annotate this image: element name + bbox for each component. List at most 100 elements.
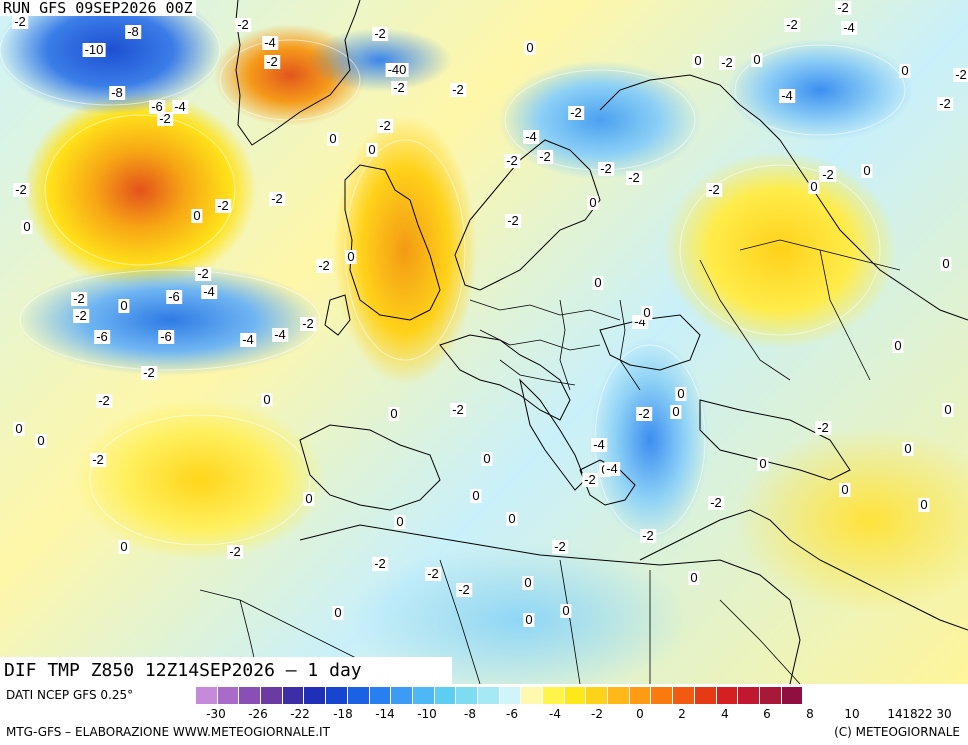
legend-tick: 6 [763, 707, 771, 721]
map-value-label: -2 [636, 406, 652, 421]
legend-tick: 2 [678, 707, 686, 721]
map-value-label: -2 [450, 402, 466, 417]
legend-tick: -2 [591, 707, 603, 721]
map-value-label: 0 [388, 406, 400, 421]
map-value-label: -2 [820, 167, 836, 182]
legend-tick: -22 [290, 707, 310, 721]
legend-swatch [326, 687, 348, 704]
map-value-label: 0 [523, 612, 535, 627]
map-value-label: -4 [604, 461, 620, 476]
map-value-label: -6 [94, 329, 110, 344]
legend-swatch [217, 687, 240, 704]
map-value-label: -2 [456, 582, 472, 597]
map-value-label: -2 [195, 266, 211, 281]
map-value-label: -2 [425, 566, 441, 581]
map-value-label: -2 [537, 149, 553, 164]
legend-tick: 4 [721, 707, 729, 721]
map-value-label: 0 [942, 402, 954, 417]
map-value-label: 0 [522, 575, 534, 590]
map-value-label: 0 [261, 392, 273, 407]
map-value-label: -2 [391, 80, 407, 95]
map-value-label: 0 [327, 131, 339, 146]
map-value-label: -2 [372, 26, 388, 41]
legend-swatch [716, 687, 739, 704]
map-value-label: -4 [591, 437, 607, 452]
legend-swatch [673, 687, 695, 704]
map-value-label: 0 [35, 433, 47, 448]
map-value-label: 0 [470, 488, 482, 503]
map-value-label: -2 [227, 544, 243, 559]
legend-tick: -8 [464, 707, 476, 721]
coastlines [235, 0, 968, 684]
map-value-label: 0 [592, 275, 604, 290]
footer: DATI NCEP GFS 0.25° -30 -26 -22 -18 -14 -10 -8… [0, 684, 968, 745]
map-value-label: 0 [345, 249, 357, 264]
map-value-label: 0 [861, 163, 873, 178]
map-value-label: 0 [118, 539, 130, 554]
map-value-label: -4 [262, 35, 278, 50]
map-value-label: 0 [688, 570, 700, 585]
map-value-label: -2 [626, 170, 642, 185]
legend-tick: 0 [636, 707, 644, 721]
map-value-label: -6 [149, 99, 165, 114]
legend-swatch [564, 687, 587, 704]
map-value-label: 0 [191, 208, 203, 223]
map-value-label: 0 [670, 404, 682, 419]
map-value-label: -2 [706, 182, 722, 197]
map-value-label: -2 [141, 365, 157, 380]
map-value-label: 0 [641, 305, 653, 320]
map-value-label: -8 [125, 24, 141, 39]
map-value-label: -2 [90, 452, 106, 467]
field-title: DIF TMP Z850 12Z14SEP2026 – 1 day [0, 657, 452, 684]
map-value-label: -2 [719, 55, 735, 70]
map-value-label: 0 [13, 421, 25, 436]
map-value-label: -2 [264, 54, 280, 69]
map-value-label: 0 [506, 511, 518, 526]
credit-left: MTG-GFS – ELABORAZIONE WWW.METEOGIORNALE… [6, 725, 330, 739]
legend-tick: 22 [917, 707, 933, 721]
legend-swatch [586, 687, 609, 704]
map-value-label: -10 [82, 42, 106, 57]
map-value-label: -2 [215, 198, 231, 213]
map-value-label: -2 [372, 556, 388, 571]
map-value-label: -4 [201, 284, 217, 299]
credit-right: (C) METEOGIORNALE [834, 725, 960, 739]
data-source-label: DATI NCEP GFS 0.25° [6, 688, 134, 702]
legend-swatch [261, 687, 283, 704]
map-value-label: -2 [552, 539, 568, 554]
map-value-label: 0 [839, 482, 851, 497]
map-value-label: -4 [172, 99, 188, 114]
map-value-label: 0 [940, 256, 952, 271]
map-value-label: 0 [902, 441, 914, 456]
map-value-label: 0 [366, 142, 378, 157]
borders [199, 239, 901, 684]
map-value-label: -6 [158, 329, 174, 344]
map-value-label: 0 [394, 514, 406, 529]
legend-swatch [347, 687, 370, 704]
legend-tick: -30 [206, 707, 226, 721]
map-value-label: -4 [523, 129, 539, 144]
map-value-label: 0 [560, 603, 572, 618]
legend-swatch [759, 687, 782, 704]
legend-swatch [629, 687, 652, 704]
legend-tick: 30 [936, 707, 952, 721]
run-title: RUN GFS 09SEP2026 00Z [0, 0, 196, 16]
color-legend [196, 687, 804, 704]
legend-swatch [499, 687, 522, 704]
legend-swatch [196, 687, 218, 704]
map-value-label: -2 [450, 82, 466, 97]
legend-tick: 10 [844, 707, 860, 721]
map-value-label: -2 [96, 393, 112, 408]
map-value-label: 0 [332, 605, 344, 620]
map-value-label: -2 [937, 96, 953, 111]
map-value-label: 0 [899, 63, 911, 78]
map-value-label: -4 [841, 20, 857, 35]
map-value-label: -2 [377, 118, 393, 133]
legend-swatch [434, 687, 457, 704]
map-value-label: 0 [587, 195, 599, 210]
legend-swatch [694, 687, 717, 704]
map-value-label: -2 [815, 420, 831, 435]
map-value-label: 0 [675, 386, 687, 401]
map-value-label: -2 [73, 308, 89, 323]
legend-swatch [282, 687, 305, 704]
